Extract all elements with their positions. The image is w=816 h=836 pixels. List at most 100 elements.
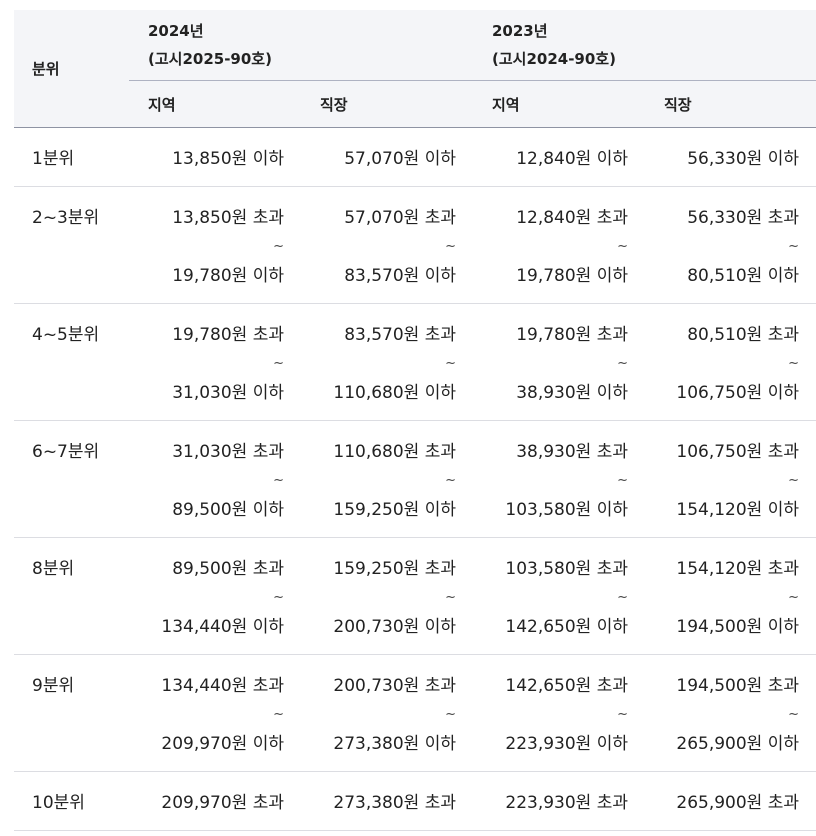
range-upper: 142,650원 이하 — [505, 617, 628, 637]
row-label: 6~7분위 — [14, 420, 129, 538]
range-lower: 57,070원 초과 — [344, 208, 456, 228]
header-notice-label: (고시2025-90호) — [148, 50, 272, 68]
range-separator: ~ — [445, 590, 456, 605]
range-lower: 103,580원 초과 — [505, 559, 628, 579]
range-separator: ~ — [617, 590, 628, 605]
table-cell: 273,380원 초과 — [301, 771, 473, 831]
header-row-label: 분위 — [14, 10, 129, 128]
range-upper: 223,930원 이하 — [505, 734, 628, 754]
range-upper: 159,250원 이하 — [333, 500, 456, 520]
range-upper: 89,500원 이하 — [172, 500, 284, 520]
range-upper: 31,030원 이하 — [172, 383, 284, 403]
header-sub-workplace-2023: 직장 — [645, 80, 816, 128]
table-cell: 57,070원 이하 — [301, 127, 473, 187]
table-cell: 12,840원 초과 ~19,780원 이하 — [473, 186, 645, 304]
table-cell: 83,570원 초과 ~110,680원 이하 — [301, 303, 473, 421]
range-lower: 13,850원 이하 — [172, 149, 284, 169]
range-lower: 19,780원 초과 — [516, 325, 628, 345]
range-lower: 31,030원 초과 — [172, 442, 284, 462]
range-separator: ~ — [788, 356, 799, 371]
table-cell: 13,850원 초과 ~19,780원 이하 — [129, 186, 301, 304]
range-separator: ~ — [273, 239, 284, 254]
table-row: 8분위 89,500원 초과 ~134,440원 이하 159,250원 초과 ~200… — [14, 537, 816, 655]
range-separator: ~ — [788, 590, 799, 605]
header-year-2023: 2023년 (고시2024-90호) — [473, 10, 816, 81]
table-cell: 142,650원 초과 ~223,930원 이하 — [473, 654, 645, 772]
range-separator: ~ — [617, 239, 628, 254]
range-lower: 12,840원 이하 — [516, 149, 628, 169]
range-upper: 209,970원 이하 — [161, 734, 284, 754]
table-cell: 159,250원 초과 ~200,730원 이하 — [301, 537, 473, 655]
range-lower: 83,570원 초과 — [344, 325, 456, 345]
table-cell: 38,930원 초과 ~103,580원 이하 — [473, 420, 645, 538]
table-cell: 265,900원 초과 — [645, 771, 816, 831]
table-cell: 56,330원 이하 — [645, 127, 816, 187]
range-lower: 223,930원 초과 — [505, 793, 628, 813]
range-lower: 19,780원 초과 — [172, 325, 284, 345]
table-body: 1분위 13,850원 이하 57,070원 이하 12,840원 이하 56,330원… — [14, 127, 816, 831]
range-upper: 273,380원 이하 — [333, 734, 456, 754]
range-lower: 265,900원 초과 — [676, 793, 799, 813]
range-lower: 56,330원 초과 — [687, 208, 799, 228]
table-cell: 31,030원 초과 ~89,500원 이하 — [129, 420, 301, 538]
table-row: 10분위 209,970원 초과 273,380원 초과 223,930원 초과 265… — [14, 771, 816, 831]
table-cell: 103,580원 초과 ~142,650원 이하 — [473, 537, 645, 655]
table-cell: 56,330원 초과 ~80,510원 이하 — [645, 186, 816, 304]
range-lower: 142,650원 초과 — [505, 676, 628, 696]
range-upper: 134,440원 이하 — [161, 617, 284, 637]
range-separator: ~ — [445, 356, 456, 371]
header-sub-region-2023: 지역 — [473, 80, 645, 128]
header-notice-label: (고시2024-90호) — [492, 50, 616, 68]
range-lower: 159,250원 초과 — [333, 559, 456, 579]
range-lower: 12,840원 초과 — [516, 208, 628, 228]
range-lower: 56,330원 이하 — [687, 149, 799, 169]
table-row: 2~3분위 13,850원 초과 ~19,780원 이하 57,070원 초과 ~83,… — [14, 186, 816, 304]
range-lower: 154,120원 초과 — [676, 559, 799, 579]
range-lower: 134,440원 초과 — [161, 676, 284, 696]
range-lower: 106,750원 초과 — [676, 442, 799, 462]
range-separator: ~ — [617, 707, 628, 722]
table-cell: 19,780원 초과 ~31,030원 이하 — [129, 303, 301, 421]
range-lower: 38,930원 초과 — [516, 442, 628, 462]
range-lower: 89,500원 초과 — [172, 559, 284, 579]
range-separator: ~ — [445, 473, 456, 488]
row-label: 2~3분위 — [14, 186, 129, 304]
table-header: 분위 2024년 (고시2025-90호) 2023년 (고시2024-90호)… — [14, 10, 816, 128]
range-upper: 80,510원 이하 — [687, 266, 799, 286]
header-year-label: 2023년 — [492, 22, 548, 40]
range-lower: 273,380원 초과 — [333, 793, 456, 813]
income-bracket-table-container: 분위 2024년 (고시2025-90호) 2023년 (고시2024-90호)… — [14, 10, 816, 831]
range-upper: 19,780원 이하 — [516, 266, 628, 286]
header-year-label: 2024년 — [148, 22, 204, 40]
range-separator: ~ — [273, 473, 284, 488]
range-upper: 110,680원 이하 — [333, 383, 456, 403]
header-year-2024: 2024년 (고시2025-90호) — [129, 10, 473, 81]
range-separator: ~ — [273, 590, 284, 605]
range-separator: ~ — [273, 356, 284, 371]
range-separator: ~ — [617, 356, 628, 371]
range-separator: ~ — [445, 239, 456, 254]
row-label: 4~5분위 — [14, 303, 129, 421]
range-upper: 106,750원 이하 — [676, 383, 799, 403]
table-cell: 57,070원 초과 ~83,570원 이하 — [301, 186, 473, 304]
range-lower: 194,500원 초과 — [676, 676, 799, 696]
range-upper: 194,500원 이하 — [676, 617, 799, 637]
table-cell: 223,930원 초과 — [473, 771, 645, 831]
table-cell: 13,850원 이하 — [129, 127, 301, 187]
table-cell: 110,680원 초과 ~159,250원 이하 — [301, 420, 473, 538]
table-cell: 154,120원 초과 ~194,500원 이하 — [645, 537, 816, 655]
income-bracket-table: 분위 2024년 (고시2025-90호) 2023년 (고시2024-90호)… — [14, 10, 816, 831]
table-row: 6~7분위 31,030원 초과 ~89,500원 이하 110,680원 초과 ~15… — [14, 420, 816, 538]
table-cell: 19,780원 초과 ~38,930원 이하 — [473, 303, 645, 421]
range-upper: 265,900원 이하 — [676, 734, 799, 754]
header-sub-workplace-2024: 직장 — [301, 80, 473, 128]
header-sub-region-2024: 지역 — [129, 80, 301, 128]
row-label: 10분위 — [14, 771, 129, 831]
range-upper: 200,730원 이하 — [333, 617, 456, 637]
table-cell: 194,500원 초과 ~265,900원 이하 — [645, 654, 816, 772]
range-lower: 57,070원 이하 — [344, 149, 456, 169]
table-cell: 89,500원 초과 ~134,440원 이하 — [129, 537, 301, 655]
table-row: 9분위 134,440원 초과 ~209,970원 이하 200,730원 초과 ~27… — [14, 654, 816, 772]
range-lower: 209,970원 초과 — [161, 793, 284, 813]
table-cell: 12,840원 이하 — [473, 127, 645, 187]
